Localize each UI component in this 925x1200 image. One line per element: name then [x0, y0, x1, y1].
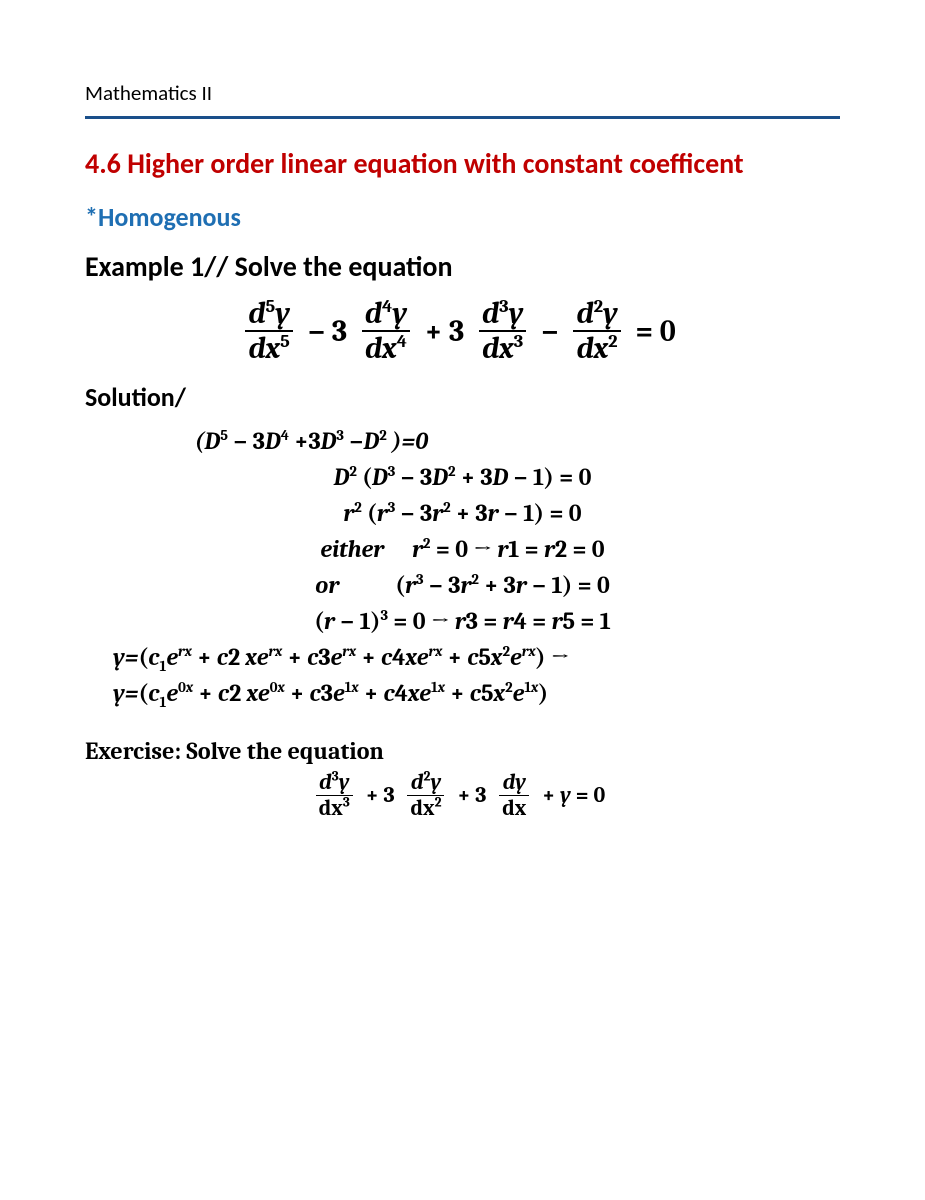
solution-line-3: r2 (r3 − 3r2 + 3r − 1) = 0: [85, 499, 840, 527]
page: Mathematics II 4.6 Higher order linear e…: [0, 0, 925, 866]
section-title: 4.6 Higher order linear equation with co…: [85, 145, 840, 183]
or-label: or: [315, 571, 339, 599]
solution-line-5: or(r3 − 3r2 + 3r − 1) = 0: [85, 571, 840, 599]
subheading: *Homogenous: [85, 201, 840, 233]
solution-line-2: D2 (D3 − 3D2 + 3D − 1) = 0: [85, 463, 840, 491]
solution-line-7: y=(c1erx + c2 xerx + c3erx + c4xerx + c5…: [85, 643, 840, 671]
solution-line-1: (D5 − 3D4 +3D3 −D2 )=0: [85, 427, 840, 455]
header-rule: [85, 116, 840, 119]
either-label: either: [320, 535, 384, 563]
solution-line-6: (r − 1)3 = 0 → r3 = r4 = r5 = 1: [85, 607, 840, 635]
course-header: Mathematics II: [85, 80, 840, 106]
solution-line-8: y=(c1e0x + c2 xe0x + c3e1x + c4xe1x + c5…: [85, 679, 840, 707]
exercise-equation: d3y dx3 + 3 d2y dx2 + 3 dy dx + y = 0: [85, 771, 840, 820]
example-title: Example 1// Solve the equation: [85, 249, 840, 284]
exercise-title: Exercise: Solve the equation: [85, 737, 840, 765]
main-equation: d5y dx5 − 3 d4y dx4 + 3 d3y dx3 − d2y dx…: [85, 298, 840, 365]
solution-label: Solution/: [85, 381, 840, 413]
solution-line-4: eitherr2 = 0 → r1 = r2 = 0: [85, 535, 840, 563]
